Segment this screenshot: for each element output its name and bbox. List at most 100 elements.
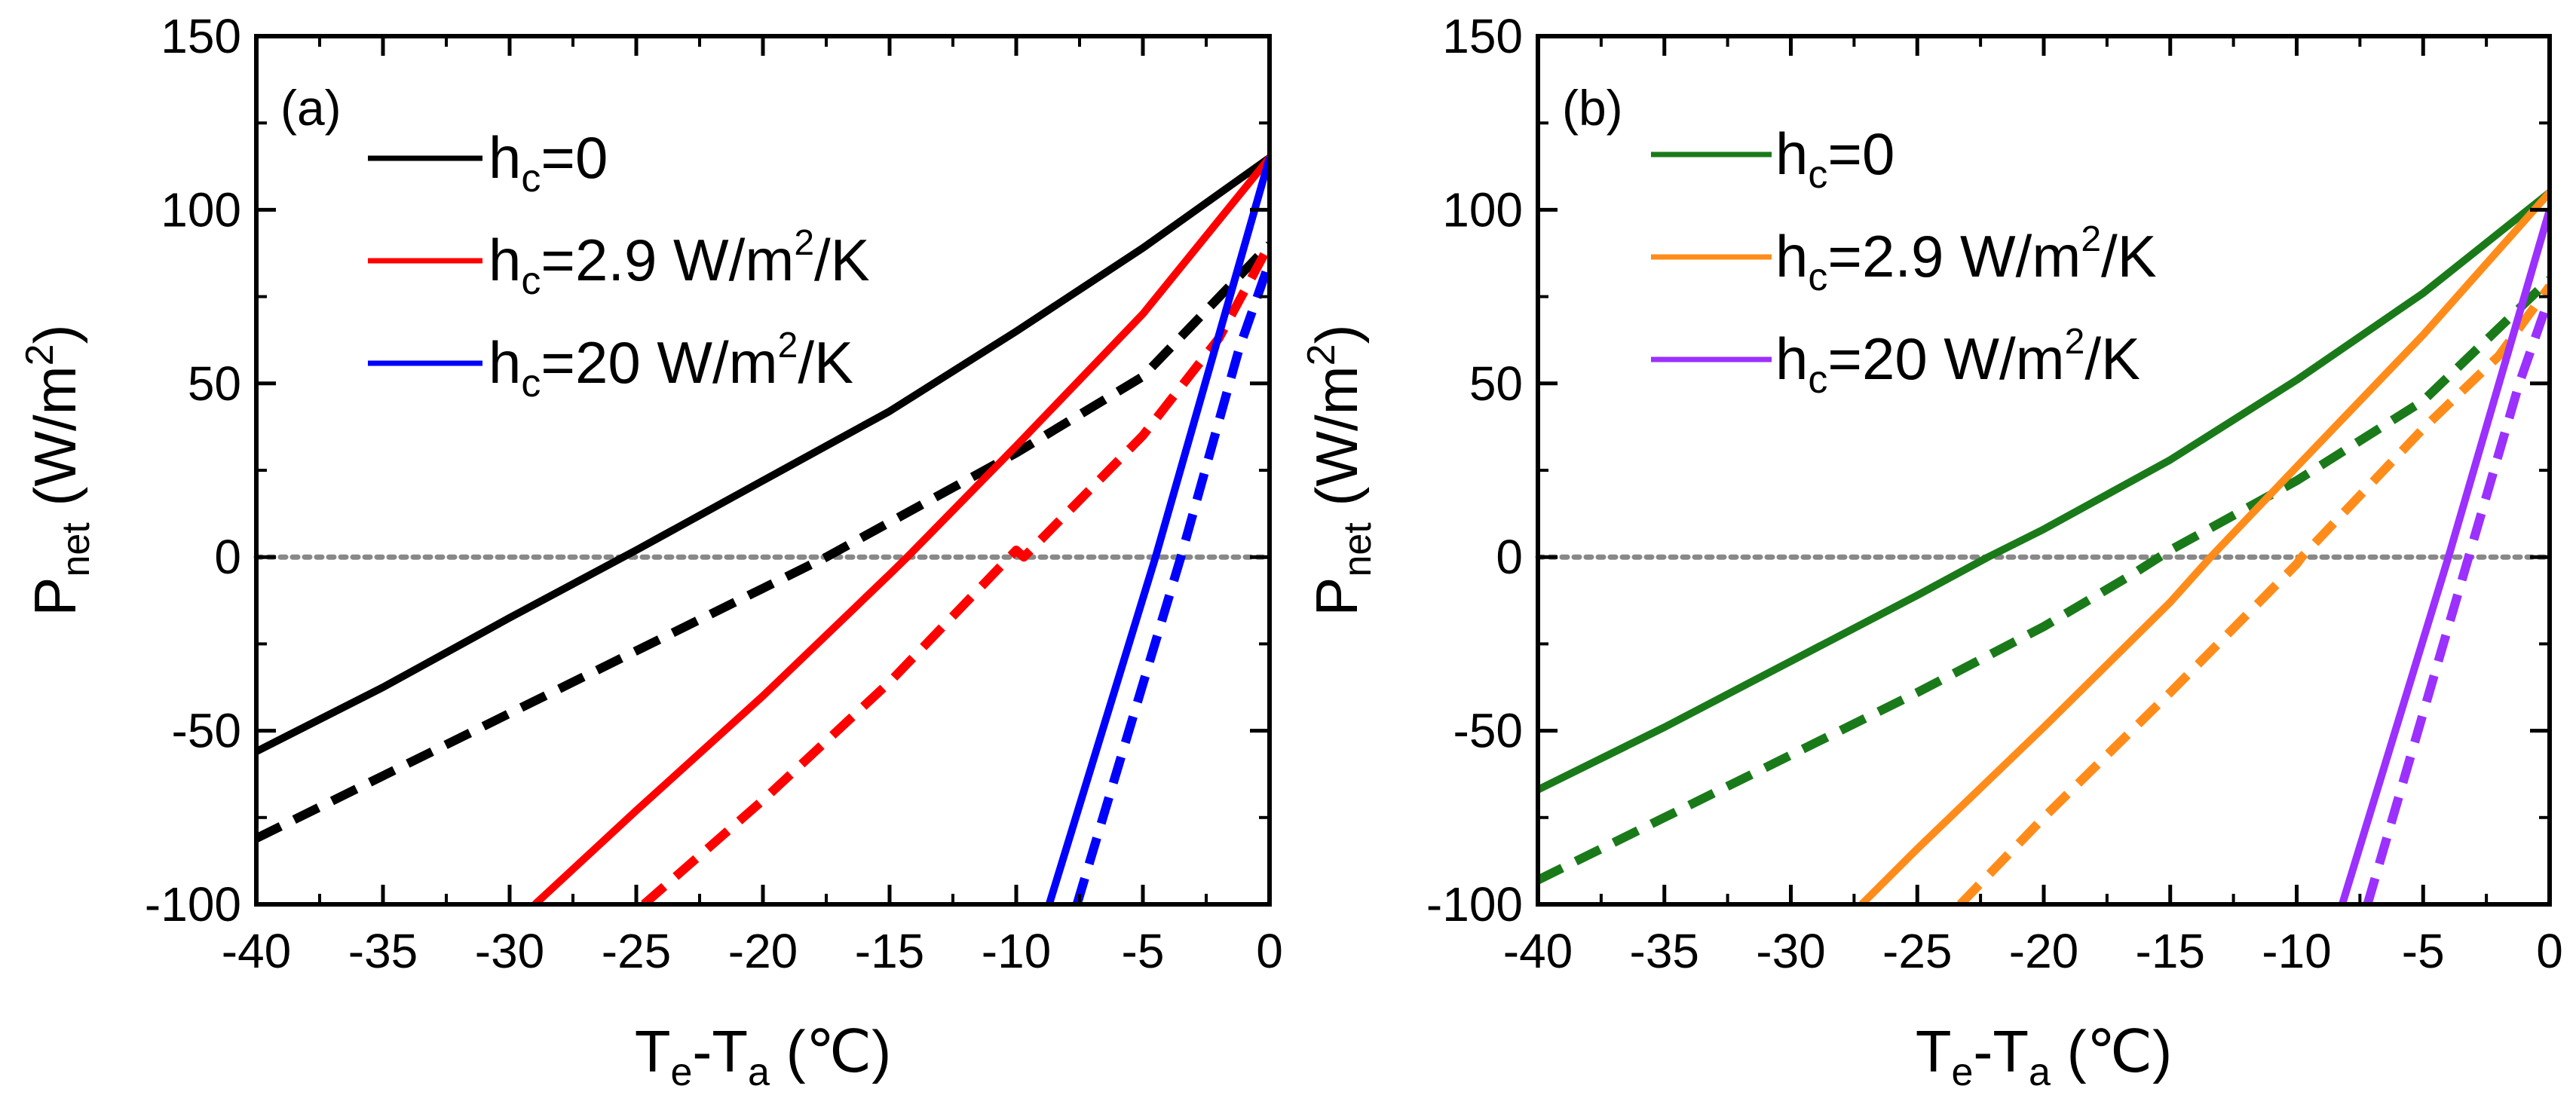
- legend-label: hc=2.9 W/m2/K: [1775, 219, 2157, 299]
- x-title-sub1: e: [670, 1051, 692, 1094]
- x-tick-label: 0: [1256, 924, 1283, 978]
- y-tick-label: 100: [161, 182, 241, 237]
- legend-tail: /K: [798, 329, 853, 396]
- y-title-unit: (W/m: [22, 366, 88, 522]
- legend-sub: c: [1808, 153, 1827, 197]
- y-title-sup: 2: [18, 344, 62, 366]
- x-title-sub1: e: [1951, 1051, 1973, 1094]
- x-tick-label: -10: [982, 924, 1052, 978]
- legend-value: =20 W/m: [1827, 326, 2064, 392]
- y-tick-label: 50: [188, 356, 241, 411]
- x-tick-label: -25: [1882, 924, 1953, 978]
- x-tick-label: -30: [475, 924, 545, 978]
- legend-sub: c: [1808, 255, 1827, 299]
- chart-panel-2: -40 -35 -30 -25 -20 -15 -10 -5 0-100-50050100150…: [1300, 9, 2563, 1094]
- legend-label: hc=2.9 W/m2/K: [489, 223, 870, 303]
- legend-sub: c: [521, 362, 541, 405]
- x-tick-label: -15: [855, 924, 925, 978]
- y-title-main: P: [1303, 577, 1370, 616]
- legend-sup: 2: [778, 326, 798, 366]
- legend-label: hc=0: [1775, 121, 1894, 197]
- legend-sup: 2: [2065, 322, 2085, 362]
- y-title-sub: net: [54, 522, 98, 577]
- y-title-main: P: [22, 577, 88, 616]
- legend-label: hc=20 W/m2/K: [1775, 322, 2140, 402]
- legend-sub: c: [521, 259, 541, 303]
- y-tick-label: -50: [1453, 704, 1524, 758]
- y-tick-label: -100: [1426, 877, 1523, 931]
- panel-label: (b): [1562, 80, 1623, 136]
- x-title-mid: -T: [692, 1018, 748, 1084]
- y-tick-label: 0: [214, 530, 241, 584]
- series-line-2: [1538, 276, 2550, 885]
- legend-h: h: [1775, 223, 1808, 289]
- x-title-mid: -T: [1973, 1018, 2029, 1084]
- legend-value: =0: [541, 124, 608, 191]
- panel-label: (a): [280, 80, 342, 136]
- y-title-sup: 2: [1300, 344, 1343, 366]
- legend-sub: c: [521, 157, 541, 200]
- legend-sub: c: [1808, 358, 1827, 402]
- legend-value: =0: [1827, 121, 1894, 187]
- legend-label: hc=20 W/m2/K: [489, 326, 853, 405]
- legend-tail: /K: [2084, 326, 2140, 392]
- legend-tail: /K: [2101, 223, 2157, 289]
- series-line-6: [2363, 295, 2550, 904]
- series-group: [1538, 189, 2550, 904]
- y-tick-label: 150: [1442, 9, 1523, 63]
- chart-panel-1: -40 -35 -30 -25 -20 -15 -10 -5 0-100-50050100150…: [18, 9, 1283, 1094]
- x-title-sub2: a: [748, 1051, 770, 1094]
- y-title-sub: net: [1336, 522, 1380, 577]
- x-axis-title: Te-Ta (℃): [1916, 1018, 2172, 1094]
- legend-h: h: [1775, 121, 1808, 187]
- y-tick-label: -100: [145, 877, 241, 931]
- y-title-unit: (W/m: [1303, 366, 1370, 522]
- x-title-unit: (℃): [2051, 1018, 2172, 1084]
- x-tick-label: -35: [348, 924, 418, 978]
- legend-value: =2.9 W/m: [1827, 223, 2081, 289]
- series-line-3: [532, 155, 1270, 904]
- series-group: [256, 154, 1270, 904]
- legend-h: h: [489, 124, 521, 191]
- legend-label: hc=0: [489, 124, 608, 200]
- legend-sup: 2: [2081, 219, 2101, 259]
- x-tick-label: -40: [1503, 924, 1573, 978]
- series-line-4: [1956, 283, 2550, 904]
- y-axis-title: Pnet (W/m2): [1300, 324, 1380, 616]
- y-tick-label: 100: [1442, 182, 1523, 237]
- legend-sup: 2: [794, 223, 814, 263]
- x-axis-title: Te-Ta (℃): [635, 1018, 891, 1094]
- x-tick-label: -5: [2402, 924, 2445, 978]
- y-title-close: ): [22, 324, 88, 344]
- series-line-4: [641, 242, 1270, 904]
- y-tick-label: 50: [1469, 356, 1523, 411]
- x-tick-label: -35: [1630, 924, 1700, 978]
- y-tick-label: 0: [1496, 530, 1523, 584]
- y-axis-title: Pnet (W/m2): [18, 324, 98, 616]
- x-tick-label: -25: [602, 924, 672, 978]
- y-title-close: ): [1303, 324, 1370, 344]
- legend-tail: /K: [814, 227, 870, 293]
- x-title-main: T: [635, 1018, 671, 1084]
- series-line-1: [256, 154, 1270, 755]
- plot-frame: [1536, 34, 2552, 907]
- legend-h: h: [489, 329, 521, 396]
- y-tick-label: 150: [161, 9, 241, 63]
- series-line-5: [1045, 156, 1270, 904]
- y-tick-label: -50: [172, 704, 242, 758]
- series-line-3: [1858, 190, 2550, 904]
- x-tick-label: -10: [2262, 924, 2332, 978]
- legend-value: =20 W/m: [541, 329, 777, 396]
- series-line-1: [1538, 189, 2550, 794]
- x-tick-label: -30: [1756, 924, 1826, 978]
- x-tick-label: -40: [222, 924, 292, 978]
- series-line-6: [1072, 260, 1270, 904]
- x-tick-label: -20: [728, 924, 798, 978]
- legend-value: =2.9 W/m: [541, 227, 794, 293]
- x-title-main: T: [1916, 1018, 1952, 1084]
- x-tick-label: -15: [2136, 924, 2206, 978]
- x-tick-label: -20: [2009, 924, 2079, 978]
- legend-h: h: [489, 227, 521, 293]
- x-tick-label: -5: [1122, 924, 1165, 978]
